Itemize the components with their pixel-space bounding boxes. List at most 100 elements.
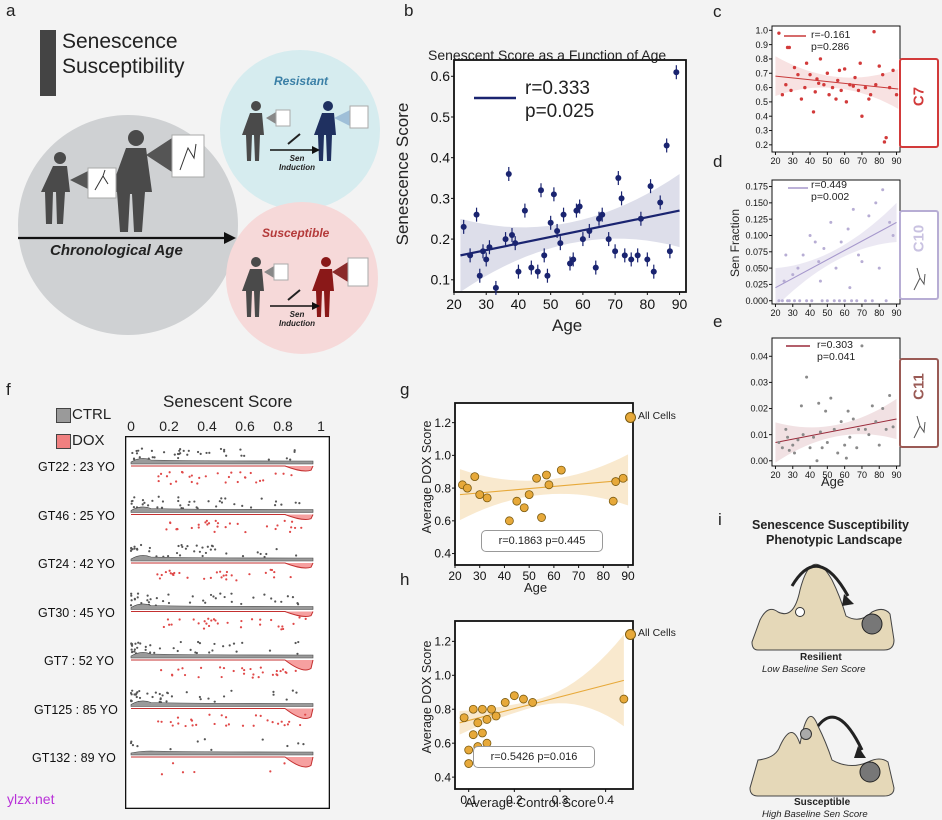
dox-cell-point	[224, 716, 228, 719]
dox-cell-point	[206, 523, 209, 526]
data-point	[547, 219, 554, 226]
data-point	[524, 490, 534, 500]
y-tick-label: 1.0	[755, 25, 768, 35]
ctrl-cell-point	[186, 545, 189, 548]
dox-cell-point	[175, 480, 178, 483]
data-point	[825, 440, 829, 444]
dox-cell-point	[225, 578, 228, 581]
x-tick-label: 50	[522, 569, 536, 583]
ctrl-cell-point	[198, 642, 202, 645]
data-point	[881, 407, 885, 411]
data-point	[872, 30, 876, 34]
regression-line	[775, 221, 897, 289]
ctrl-cell-point	[235, 650, 238, 653]
data-point	[799, 404, 803, 408]
data-point	[500, 698, 510, 707]
dox-cell-point	[243, 668, 246, 672]
dox-cell-point	[205, 519, 208, 522]
dox-cell-point	[252, 673, 255, 676]
chart-e: 20 30 40 50 60 70 80 90 0.04 0.03 0.02 0.01 0.00	[750, 337, 902, 480]
ctrl-cell-point	[178, 449, 181, 452]
cell-sketch-icon	[913, 267, 926, 291]
data-point	[811, 110, 816, 114]
susceptible-circle	[226, 202, 378, 354]
data-point	[791, 273, 795, 277]
ctrl-cell-point	[177, 499, 180, 503]
dox-cell-point	[209, 576, 212, 579]
ctrl-cell-point	[180, 543, 183, 547]
panel-a: Senescence Susceptibility	[0, 20, 400, 370]
ctrl-cell-point	[302, 743, 305, 746]
data-point	[825, 71, 830, 75]
x-tick-label: 80	[874, 156, 884, 166]
data-point	[834, 97, 838, 101]
dox-cell-point	[242, 672, 246, 675]
data-point	[874, 201, 878, 205]
dox-violin	[131, 756, 314, 768]
dox-cell-point	[225, 570, 229, 574]
cell-image-icon	[349, 105, 369, 129]
dox-cell-point	[272, 576, 276, 579]
ctrl-cell-point	[176, 452, 180, 456]
legend-dox-label: DOX	[72, 432, 105, 449]
x-tick-label: 0.4	[597, 793, 614, 807]
dox-cell-point	[236, 480, 239, 484]
y-tick-label: 0.075	[745, 247, 768, 257]
ctrl-cell-point	[176, 649, 179, 653]
f-x-tick-label: 0	[127, 418, 135, 434]
induction-word: Induction	[279, 319, 315, 328]
y-tick-label: 0.000	[745, 296, 768, 306]
dox-cell-point	[244, 530, 247, 534]
ctrl-cell-point	[211, 649, 214, 652]
data-point	[491, 711, 501, 721]
dox-cell-point	[164, 570, 167, 574]
y-tick-label: 0.5	[431, 109, 451, 125]
x-tick-label: 60	[840, 470, 850, 480]
ctrl-cell-point	[146, 692, 149, 695]
susceptible-landscape	[749, 715, 895, 797]
data-point	[850, 299, 854, 303]
ctrl-cell-point	[136, 745, 139, 748]
data-point	[820, 446, 824, 450]
ctrl-cell-point	[263, 593, 266, 596]
f-row-label: GT7 : 52 YO	[44, 654, 114, 668]
data-point	[528, 264, 535, 271]
data-point	[815, 459, 819, 463]
chart-d: 20 30 40 50 60 70 80 90 0.175 0.150 0.125 0.100 0.07…	[745, 179, 902, 318]
data-point	[813, 240, 817, 244]
y-tick-label: 0.9	[755, 40, 768, 50]
ctrl-cell-point	[179, 447, 182, 451]
panel-label-a: a	[6, 1, 16, 20]
dox-cell-point	[261, 671, 264, 674]
ctrl-cell-point	[133, 598, 137, 601]
dox-cell-point	[259, 714, 262, 717]
chart-d-ylabel: Sen Fraction	[728, 208, 742, 278]
ctrl-cell-point	[201, 546, 204, 549]
data-point	[825, 299, 829, 303]
susceptibility-legend-bar	[40, 30, 56, 96]
data-point	[608, 496, 618, 506]
data-point	[843, 443, 847, 447]
data-point	[822, 247, 826, 251]
dox-cell-point	[169, 482, 172, 485]
dox-cell-point	[226, 621, 229, 624]
regression-line	[775, 75, 899, 90]
y-tick-label: 0.04	[750, 351, 768, 361]
x-tick-label: 0.1	[460, 793, 477, 807]
chart-d-p: p=0.002	[811, 191, 850, 203]
data-point	[618, 473, 628, 483]
x-tick-label: 60	[840, 308, 850, 318]
dox-cell-point	[181, 771, 185, 774]
ctrl-cell-point	[173, 453, 176, 456]
data-point	[817, 260, 821, 264]
data-point	[822, 83, 826, 87]
cluster-badge-label: C11	[910, 373, 928, 400]
dox-cell-point	[216, 525, 219, 528]
data-point	[615, 175, 622, 182]
dox-cell-point	[275, 673, 278, 676]
ctrl-cell-point	[202, 599, 205, 602]
ctrl-cell-point	[210, 748, 213, 752]
dox-cell-point	[255, 481, 258, 484]
x-tick-label: 40	[805, 470, 815, 480]
data-point	[796, 438, 800, 442]
